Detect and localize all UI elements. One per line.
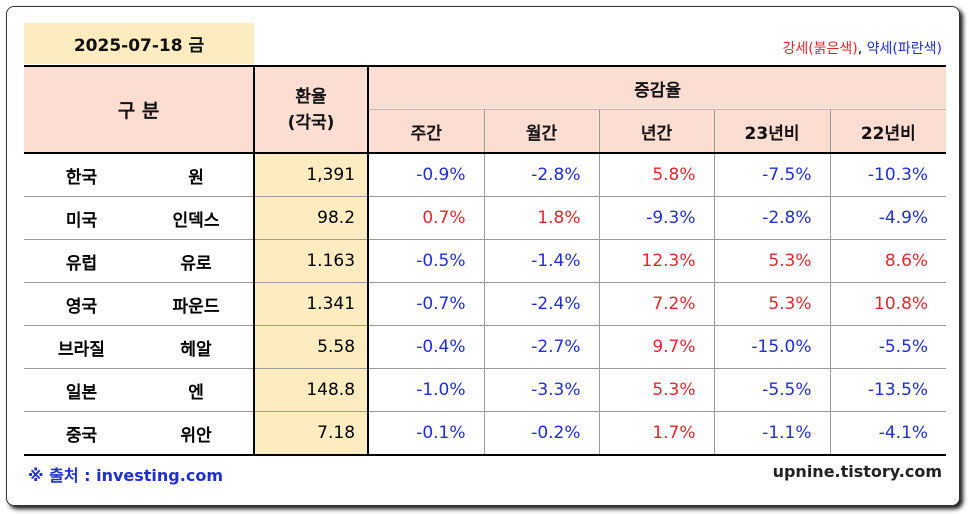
change-cell: 0.7%: [367, 196, 485, 240]
rate-cell: 1.163: [253, 239, 370, 283]
change-cell: 1.7%: [598, 411, 715, 456]
country-cell: 한국: [24, 152, 139, 197]
rate-cell: 5.58: [253, 325, 370, 369]
change-cell: -0.7%: [367, 282, 485, 326]
header-category: 구 분: [24, 65, 255, 153]
currency-cell: 파운드: [139, 282, 255, 326]
legend-weak: 약세(파란색): [866, 41, 942, 57]
change-cell: -1.4%: [483, 239, 600, 283]
change-cell: -2.8%: [713, 196, 831, 240]
change-cell: 1.8%: [483, 196, 600, 240]
change-cell: 5.8%: [598, 152, 715, 197]
change-cell: -0.5%: [367, 239, 485, 283]
header-rate-line2: (각국): [287, 112, 335, 133]
exchange-rate-table: 구 분 환율 (각국) 증감율 주간 월간 년간 23년비 22년비 한국 원 1,…: [24, 65, 947, 456]
currency-cell: 헤알: [139, 325, 255, 369]
country-cell: 미국: [24, 196, 139, 240]
change-cell: -7.5%: [713, 152, 831, 197]
rate-cell: 7.18: [253, 411, 370, 456]
change-cell: 5.3%: [713, 239, 831, 283]
table-row: 중국 위안 7.18 -0.1% -0.2% 1.7% -1.1% -4.1%: [24, 411, 947, 456]
rate-cell: 1.341: [253, 282, 370, 326]
table-row: 미국 인덱스 98.2 0.7% 1.8% -9.3% -2.8% -4.9%: [24, 196, 947, 240]
change-cell: -2.8%: [483, 152, 600, 197]
change-cell: -10.3%: [829, 152, 947, 197]
header-rate-line1: 환율: [295, 86, 327, 107]
change-cell: -0.4%: [367, 325, 485, 369]
color-legend: 강세(붉은색), 약세(파란색): [782, 38, 942, 58]
change-cell: -1.1%: [713, 411, 831, 456]
table-row: 한국 원 1,391 -0.9% -2.8% 5.8% -7.5% -10.3%: [24, 152, 947, 197]
header-col: 년간: [598, 109, 715, 153]
header-col: 22년비: [829, 109, 947, 153]
change-cell: 12.3%: [598, 239, 715, 283]
currency-cell: 유로: [139, 239, 255, 283]
header-change-group: 증감율: [368, 65, 947, 110]
table-row: 영국 파운드 1.341 -0.7% -2.4% 7.2% 5.3% 10.8%: [24, 282, 947, 326]
change-cell: -5.5%: [713, 368, 831, 412]
legend-separator: ,: [857, 41, 867, 57]
rate-cell: 148.8: [253, 368, 370, 412]
country-cell: 중국: [24, 411, 139, 456]
country-cell: 유럽: [24, 239, 139, 283]
change-cell: -2.4%: [483, 282, 600, 326]
currency-cell: 위안: [139, 411, 255, 456]
country-cell: 브라질: [24, 325, 139, 369]
table-row: 브라질 헤알 5.58 -0.4% -2.7% 9.7% -15.0% -5.5%: [24, 325, 947, 369]
change-cell: -0.2%: [483, 411, 600, 456]
change-cell: 7.2%: [598, 282, 715, 326]
change-cell: -0.1%: [367, 411, 485, 456]
change-cell: -4.9%: [829, 196, 947, 240]
change-cell: 9.7%: [598, 325, 715, 369]
currency-cell: 엔: [139, 368, 255, 412]
header-col: 월간: [483, 109, 600, 153]
legend-strong: 강세(붉은색): [782, 41, 858, 57]
table-row: 유럽 유로 1.163 -0.5% -1.4% 12.3% 5.3% 8.6%: [24, 239, 947, 283]
change-cell: -0.9%: [367, 152, 485, 197]
date-label: 2025-07-18 금: [24, 23, 254, 64]
rate-cell: 1,391: [253, 152, 370, 197]
site-credit: upnine.tistory.com: [772, 462, 942, 481]
currency-cell: 인덱스: [139, 196, 255, 240]
change-cell: -15.0%: [713, 325, 831, 369]
change-cell: 5.3%: [598, 368, 715, 412]
change-cell: -13.5%: [829, 368, 947, 412]
change-cell: 8.6%: [829, 239, 947, 283]
table-row: 일본 엔 148.8 -1.0% -3.3% 5.3% -5.5% -13.5%: [24, 368, 947, 412]
header-col: 주간: [368, 109, 485, 153]
change-cell: -4.1%: [829, 411, 947, 456]
table-body: 한국 원 1,391 -0.9% -2.8% 5.8% -7.5% -10.3% 미국 인덱스 98…: [24, 152, 947, 456]
change-cell: -3.3%: [483, 368, 600, 412]
header-rate: 환율 (각국): [253, 65, 370, 153]
change-cell: -1.0%: [367, 368, 485, 412]
country-cell: 영국: [24, 282, 139, 326]
source-note: ※ 출처 : investing.com: [28, 466, 223, 485]
header-col: 23년비: [713, 109, 831, 153]
change-cell: 10.8%: [829, 282, 947, 326]
rate-cell: 98.2: [253, 196, 370, 240]
currency-cell: 원: [139, 152, 255, 197]
change-cell: -9.3%: [598, 196, 715, 240]
change-cell: -2.7%: [483, 325, 600, 369]
change-cell: 5.3%: [713, 282, 831, 326]
country-cell: 일본: [24, 368, 139, 412]
change-cell: -5.5%: [829, 325, 947, 369]
